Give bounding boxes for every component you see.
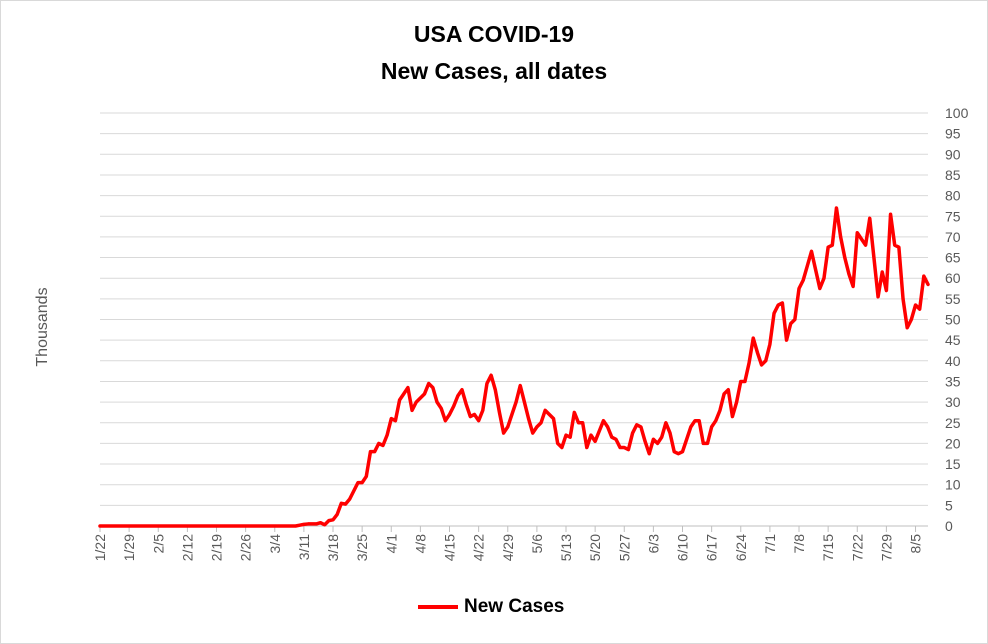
legend-line-swatch [418,605,458,609]
x-tick-label: 6/10 [675,534,691,561]
y-tick-label: 30 [945,394,961,410]
y-tick-label: 25 [945,415,961,431]
y-tick-label: 0 [945,518,953,534]
x-tick-label: 3/18 [325,534,341,561]
y-tick-label: 35 [945,373,961,389]
x-tick-label: 2/12 [179,534,195,561]
y-tick-label: 75 [945,208,961,224]
x-tick-label: 1/29 [121,534,137,561]
x-tick-label: 2/26 [238,534,254,561]
y-tick-label: 90 [945,146,961,162]
x-tick-label: 3/11 [296,534,312,560]
x-tick-label: 7/1 [762,534,778,554]
y-tick-label: 5 [945,497,953,513]
x-tick-label: 3/4 [267,534,283,554]
chart-subtitle: New Cases, all dates [380,58,608,84]
x-tick-label: 4/1 [383,534,399,554]
x-tick-label: 2/5 [150,534,166,554]
x-tick-label: 7/22 [849,534,865,561]
x-tick-label: 7/8 [791,534,807,554]
y-tick-label: 80 [945,188,961,204]
y-tick-label: 45 [945,332,961,348]
x-tick-label: 5/13 [558,534,574,561]
y-tick-label: 15 [945,456,961,472]
gridlines [100,112,928,506]
x-tick-label: 6/17 [704,534,720,561]
y-tick-label: 100 [945,105,969,121]
series-layer [98,206,930,528]
x-tick-label: 4/15 [442,534,458,561]
x-tick-label: 5/20 [587,534,603,561]
y-tick-label: 10 [945,477,961,493]
x-tick-label: 1/22 [92,534,108,561]
x-tick-label: 4/8 [412,534,428,554]
x-tick-label: 8/5 [908,534,924,554]
y-tick-label: 50 [945,312,961,328]
x-tick-label: 5/6 [529,534,545,554]
series-line-new-cases [98,206,930,528]
y-tick-label: 55 [945,291,961,307]
y-tick-label: 70 [945,229,961,245]
y-axis: 0 5 10 15 20 25 30 35 40 45 50 55 60 65 70 75 80 85 90 95 10… [945,105,969,534]
legend: New Cases [418,596,564,618]
x-tick-label: 7/29 [878,534,894,561]
y-tick-label: 95 [945,126,961,142]
x-tick-label: 4/22 [471,534,487,561]
y-tick-label: 60 [945,270,961,286]
x-tick-label: 6/24 [733,534,749,561]
y-tick-label: 85 [945,167,961,183]
x-tick-label: 2/19 [209,534,225,561]
x-tick-label: 5/27 [616,534,632,561]
x-tick-labels: 1/22 1/29 2/5 2/12 2/19 2/26 3/4 3/11 3/18 3/25 4/… [92,534,924,561]
y-tick-label: 65 [945,250,961,266]
y-tick-label: 40 [945,353,961,369]
x-tick-label: 6/3 [645,534,661,554]
x-tick-label: 7/15 [820,534,836,561]
x-tick-label: 3/25 [354,534,370,561]
x-tick-label: 4/29 [500,534,516,561]
y-tick-label: 20 [945,435,961,451]
chart-title: USA COVID-19 [413,21,575,47]
legend-label: New Cases [464,596,565,617]
